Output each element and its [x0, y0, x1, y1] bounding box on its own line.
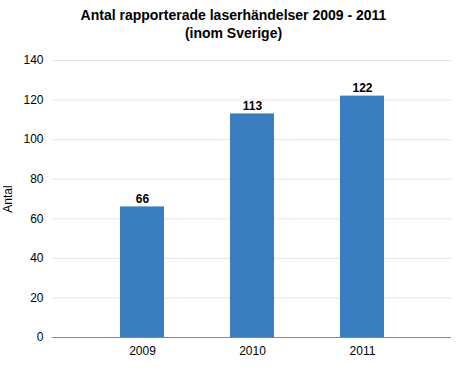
html-text:(inom Sverige): (inom Sverige) [184, 25, 283, 41]
svg-text:2011: 2011 [350, 344, 376, 358]
svg-text:80: 80 [30, 172, 44, 186]
svg-text:0: 0 [37, 330, 44, 344]
svg-text:140: 140 [23, 53, 43, 67]
svg-text:2010: 2010 [239, 344, 266, 358]
svg-text:Antal: Antal [1, 185, 15, 212]
svg-text:60: 60 [30, 212, 44, 226]
html-text:Antal rapporterade laserhändel: Antal rapporterade laserhändelser 2009 -… [80, 7, 387, 23]
svg-text:120: 120 [23, 93, 43, 107]
svg-text:40: 40 [30, 251, 44, 265]
svg-text:122: 122 [352, 81, 372, 95]
svg-text:20: 20 [30, 291, 44, 305]
svg-text:2009: 2009 [129, 344, 156, 358]
svg-text:66: 66 [136, 192, 150, 206]
svg-text:100: 100 [23, 132, 43, 146]
svg-text:113: 113 [243, 99, 263, 113]
